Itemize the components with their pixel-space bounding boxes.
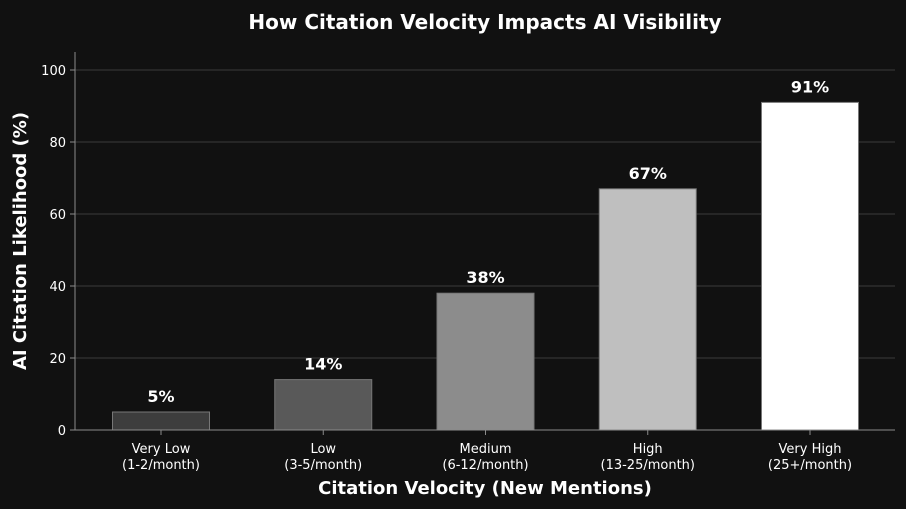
bar — [274, 379, 373, 431]
chart-title: How Citation Velocity Impacts AI Visibil… — [248, 10, 721, 34]
y-ticks: 0 20 40 60 80 100 — [41, 64, 75, 439]
x-tick-label: Medium — [460, 442, 512, 457]
bars — [112, 101, 859, 431]
bar — [112, 411, 210, 431]
y-axis-label: AI Citation Likelihood (%) — [10, 112, 31, 370]
data-label: 14% — [304, 355, 342, 374]
data-label: 38% — [466, 268, 504, 287]
x-tick-label: Low — [310, 442, 336, 457]
y-tick-label: 0 — [58, 424, 66, 439]
data-labels: 5% 14% 38% 67% 91% — [147, 77, 829, 406]
x-ticks: Very Low(1-2/month)Low(3-5/month)Medium(… — [122, 430, 852, 473]
x-tick-sublabel: (3-5/month) — [284, 458, 362, 473]
y-tick-label: 60 — [49, 208, 66, 223]
x-tick-sublabel: (13-25/month) — [601, 458, 696, 473]
y-tick-label: 100 — [41, 64, 66, 79]
bar — [436, 292, 535, 431]
data-label: 91% — [791, 77, 829, 96]
x-tick-sublabel: (6-12/month) — [442, 458, 528, 473]
bar — [598, 188, 697, 431]
x-tick-sublabel: (1-2/month) — [122, 458, 200, 473]
x-tick-label: Very Low — [132, 442, 191, 457]
x-tick-sublabel: (25+/month) — [768, 458, 852, 473]
data-label: 5% — [147, 387, 174, 406]
x-tick-label: Very High — [779, 442, 842, 457]
x-tick-label: High — [633, 442, 663, 457]
y-tick-label: 20 — [49, 352, 66, 367]
bar — [761, 101, 859, 431]
grid-lines — [75, 69, 895, 359]
data-label: 67% — [629, 164, 667, 183]
y-tick-label: 40 — [49, 280, 66, 295]
y-tick-label: 80 — [49, 136, 66, 151]
x-axis-label: Citation Velocity (New Mentions) — [318, 478, 652, 499]
